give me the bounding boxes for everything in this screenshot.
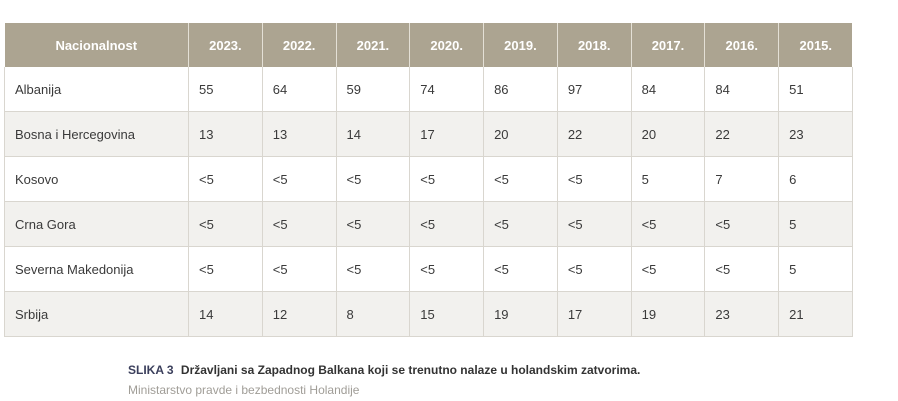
figure-caption-text: Državljani sa Zapadnog Balkana koji se t… [180, 363, 641, 377]
cell-value: <5 [557, 201, 632, 247]
data-table-container: Nacionalnost 2023. 2022. 2021. 2020. 201… [4, 23, 853, 337]
cell-value: 6 [778, 156, 853, 202]
header-year: 2017. [631, 23, 706, 67]
cell-value: 13 [262, 111, 337, 157]
cell-value: 14 [336, 111, 411, 157]
cell-value: 5 [631, 156, 706, 202]
header-year: 2019. [483, 23, 558, 67]
cell-value: <5 [483, 246, 558, 292]
cell-value: 97 [557, 67, 632, 112]
figure-caption: SLIKA 3 Državljani sa Zapadnog Balkana k… [128, 363, 640, 377]
header-nationality: Nacionalnost [4, 23, 189, 67]
cell-value: <5 [409, 156, 485, 202]
cell-value: <5 [336, 246, 411, 292]
cell-value: 5 [778, 246, 853, 292]
cell-value: 13 [188, 111, 263, 157]
table-row: Bosna i Hercegovina 13 13 14 17 20 22 20 22 23 [4, 111, 853, 157]
cell-value: <5 [631, 246, 706, 292]
cell-nationality: Albanija [4, 67, 189, 112]
cell-value: 14 [188, 291, 263, 337]
cell-nationality: Crna Gora [4, 201, 189, 247]
cell-nationality: Srbija [4, 291, 189, 337]
cell-value: <5 [409, 246, 485, 292]
cell-value: 19 [631, 291, 706, 337]
table-row: Albanija 55 64 59 74 86 97 84 84 51 [4, 67, 853, 112]
cell-nationality: Severna Makedonija [4, 246, 189, 292]
header-year: 2022. [262, 23, 337, 67]
cell-value: <5 [262, 156, 337, 202]
cell-value: <5 [188, 156, 263, 202]
cell-value: 74 [409, 67, 485, 112]
cell-value: <5 [704, 201, 780, 247]
cell-value: <5 [262, 201, 337, 247]
cell-value: <5 [336, 156, 411, 202]
cell-value: 86 [483, 67, 558, 112]
cell-value: 22 [557, 111, 632, 157]
cell-value: <5 [483, 156, 558, 202]
cell-value: <5 [483, 201, 558, 247]
header-year: 2021. [336, 23, 411, 67]
cell-nationality: Bosna i Hercegovina [4, 111, 189, 157]
table-body: Albanija 55 64 59 74 86 97 84 84 51 Bosna i Herceg… [4, 67, 853, 337]
cell-value: <5 [557, 156, 632, 202]
cell-value: 8 [336, 291, 411, 337]
cell-value: <5 [188, 246, 263, 292]
cell-value: 17 [409, 111, 485, 157]
table-row: Kosovo <5 <5 <5 <5 <5 <5 5 7 6 [4, 156, 853, 202]
cell-value: 84 [704, 67, 780, 112]
cell-value: 59 [336, 67, 411, 112]
table-row: Crna Gora <5 <5 <5 <5 <5 <5 <5 <5 5 [4, 201, 853, 247]
cell-value: 22 [704, 111, 780, 157]
cell-value: 20 [631, 111, 706, 157]
figure-label: SLIKA 3 [128, 363, 174, 377]
header-year: 2023. [188, 23, 263, 67]
figure-source: Ministarstvo pravde i bezbednosti Holand… [128, 383, 360, 397]
cell-value: <5 [336, 201, 411, 247]
header-year: 2018. [557, 23, 632, 67]
cell-value: <5 [262, 246, 337, 292]
cell-value: <5 [631, 201, 706, 247]
header-year: 2015. [778, 23, 853, 67]
cell-value: <5 [409, 201, 485, 247]
cell-value: 5 [778, 201, 853, 247]
cell-value: 64 [262, 67, 337, 112]
cell-value: <5 [557, 246, 632, 292]
cell-value: 7 [704, 156, 780, 202]
cell-value: <5 [188, 201, 263, 247]
table-row: Severna Makedonija <5 <5 <5 <5 <5 <5 <5 <5 5 [4, 246, 853, 292]
cell-value: 20 [483, 111, 558, 157]
cell-nationality: Kosovo [4, 156, 189, 202]
cell-value: 55 [188, 67, 263, 112]
cell-value: 21 [778, 291, 853, 337]
prisoners-table: Nacionalnost 2023. 2022. 2021. 2020. 201… [4, 23, 853, 337]
cell-value: 51 [778, 67, 853, 112]
header-year: 2016. [704, 23, 780, 67]
cell-value: <5 [704, 246, 780, 292]
cell-value: 15 [409, 291, 485, 337]
cell-value: 19 [483, 291, 558, 337]
table-header-row: Nacionalnost 2023. 2022. 2021. 2020. 201… [4, 23, 853, 67]
cell-value: 23 [704, 291, 780, 337]
cell-value: 23 [778, 111, 853, 157]
cell-value: 12 [262, 291, 337, 337]
table-row: Srbija 14 12 8 15 19 17 19 23 21 [4, 291, 853, 337]
cell-value: 84 [631, 67, 706, 112]
cell-value: 17 [557, 291, 632, 337]
header-year: 2020. [409, 23, 485, 67]
